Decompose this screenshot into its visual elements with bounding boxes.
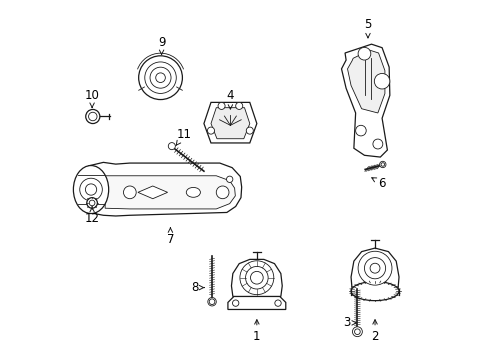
Circle shape <box>357 251 391 285</box>
Text: 9: 9 <box>158 36 165 55</box>
Circle shape <box>155 73 165 82</box>
Circle shape <box>80 178 102 201</box>
Polygon shape <box>231 259 282 296</box>
Circle shape <box>369 263 379 273</box>
Circle shape <box>246 127 253 134</box>
Polygon shape <box>105 176 235 209</box>
Polygon shape <box>203 102 256 143</box>
Circle shape <box>274 300 281 306</box>
Text: 8: 8 <box>191 281 204 294</box>
Circle shape <box>168 143 175 150</box>
Circle shape <box>250 271 263 284</box>
Text: 12: 12 <box>84 207 100 225</box>
Circle shape <box>123 186 136 199</box>
Ellipse shape <box>350 282 398 301</box>
Text: 1: 1 <box>253 320 260 343</box>
Circle shape <box>374 73 389 89</box>
Circle shape <box>144 62 176 94</box>
Polygon shape <box>138 186 167 199</box>
Circle shape <box>89 200 95 206</box>
Polygon shape <box>79 162 241 216</box>
Text: 10: 10 <box>84 89 100 108</box>
Polygon shape <box>341 44 389 157</box>
Circle shape <box>355 125 366 136</box>
Polygon shape <box>350 248 398 289</box>
Circle shape <box>232 300 238 306</box>
Polygon shape <box>210 108 249 139</box>
Circle shape <box>235 102 242 109</box>
Text: 6: 6 <box>371 177 385 190</box>
Ellipse shape <box>73 166 108 213</box>
Circle shape <box>87 198 97 208</box>
Circle shape <box>240 261 273 294</box>
Circle shape <box>372 139 382 149</box>
Circle shape <box>209 299 214 305</box>
Circle shape <box>85 184 97 195</box>
Circle shape <box>379 161 385 168</box>
Circle shape <box>207 297 216 306</box>
Polygon shape <box>347 50 384 113</box>
Circle shape <box>245 266 267 289</box>
Circle shape <box>150 67 171 88</box>
Text: 2: 2 <box>370 320 378 343</box>
Circle shape <box>216 186 228 199</box>
Text: 3: 3 <box>343 316 356 329</box>
Circle shape <box>354 329 360 334</box>
Text: 5: 5 <box>364 18 371 38</box>
Circle shape <box>218 102 224 109</box>
Polygon shape <box>227 296 285 310</box>
Text: 4: 4 <box>226 89 234 109</box>
Circle shape <box>352 327 362 337</box>
Ellipse shape <box>186 188 200 197</box>
Text: 11: 11 <box>176 128 192 146</box>
Circle shape <box>139 56 182 100</box>
Circle shape <box>88 112 97 121</box>
Circle shape <box>357 48 370 60</box>
Circle shape <box>364 258 385 279</box>
Text: 7: 7 <box>166 228 174 247</box>
Circle shape <box>380 163 384 166</box>
Circle shape <box>85 109 100 123</box>
Circle shape <box>207 127 214 134</box>
Circle shape <box>226 176 232 183</box>
